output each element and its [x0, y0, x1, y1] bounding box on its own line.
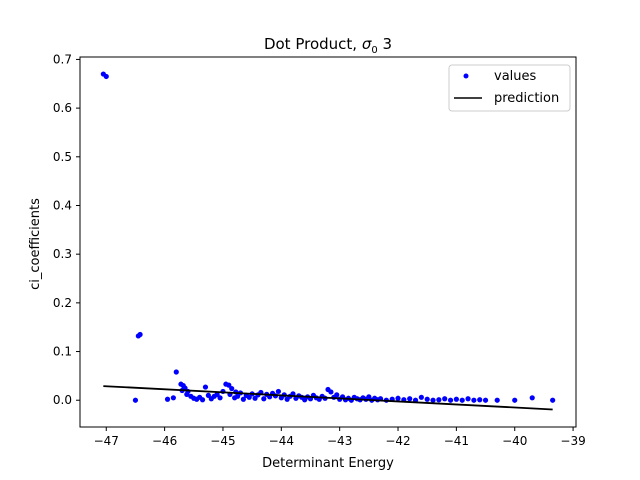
values-point — [494, 397, 500, 403]
chart-title-prefix: Dot Product, — [264, 35, 362, 53]
legend-values-label: values — [494, 69, 537, 84]
values-point — [202, 384, 209, 390]
x-tick-label: −47 — [94, 434, 119, 448]
values-point — [395, 395, 401, 401]
values-point — [465, 396, 471, 402]
values-point — [482, 397, 489, 403]
values-point — [459, 397, 465, 403]
y-axis-label: ci_coefficients — [28, 198, 43, 290]
y-tick-label: 0.6 — [53, 101, 72, 115]
values-point — [471, 397, 477, 403]
prediction-series — [103, 385, 553, 411]
values-point — [550, 397, 556, 403]
values-point — [164, 396, 171, 402]
x-axis-ticks: −47 −46 −45 −44 −43 −42 −41 −40 −39 — [94, 427, 586, 448]
values-point — [246, 394, 252, 400]
values-point — [226, 382, 232, 388]
plot-area — [100, 71, 556, 411]
values-point — [275, 388, 281, 395]
values-point — [217, 395, 223, 401]
values-point — [252, 395, 258, 401]
values-point — [182, 385, 188, 391]
values-point — [229, 385, 235, 392]
legend-values-marker — [463, 73, 469, 79]
values-point — [334, 392, 340, 398]
values-point — [529, 395, 535, 401]
y-tick-label: 0.1 — [53, 345, 72, 359]
legend-box — [448, 64, 571, 112]
legend: values prediction — [448, 64, 571, 112]
values-point — [447, 397, 454, 403]
chart-title-subscript: 0 — [371, 45, 377, 56]
x-tick-label: −39 — [560, 434, 585, 448]
prediction-line — [103, 385, 553, 411]
legend-prediction-label: prediction — [494, 91, 559, 106]
x-tick-label: −46 — [152, 434, 177, 448]
values-point — [453, 396, 459, 402]
y-tick-label: 0.3 — [53, 247, 72, 261]
x-tick-label: −40 — [502, 434, 527, 448]
x-tick-label: −44 — [269, 434, 294, 448]
values-point — [173, 369, 179, 375]
values-point — [512, 397, 518, 403]
axes-frame — [79, 56, 577, 428]
x-tick-label: −41 — [444, 434, 469, 448]
chart-title-suffix: 3 — [378, 35, 392, 53]
values-point — [366, 394, 372, 400]
chart-title-sigma: σ — [362, 35, 372, 53]
values-point — [442, 396, 448, 402]
x-axis-label: Determinant Energy — [262, 456, 394, 471]
y-tick-label: 0.5 — [53, 150, 72, 164]
x-tick-label: −43 — [327, 434, 352, 448]
chart-title: Dot Product, σ0 3 — [264, 35, 392, 56]
y-tick-label: 0.2 — [53, 296, 72, 310]
values-point — [328, 389, 334, 395]
values-point — [170, 395, 176, 401]
y-tick-label: 0.4 — [53, 198, 72, 212]
y-tick-label: 0.0 — [53, 393, 72, 407]
values-point — [477, 397, 483, 403]
values-point — [234, 393, 241, 399]
values-point — [199, 397, 206, 403]
values-point — [418, 394, 424, 400]
values-point — [214, 391, 220, 397]
values-point — [430, 397, 436, 403]
values-point — [137, 331, 143, 338]
values-point — [205, 392, 211, 398]
values-point — [240, 396, 246, 402]
values-point — [407, 396, 413, 402]
values-point — [424, 396, 430, 402]
values-point — [436, 397, 442, 403]
y-axis-ticks: 0.0 0.1 0.2 0.3 0.4 0.5 0.6 0.7 — [53, 52, 80, 407]
x-tick-label: −45 — [210, 434, 235, 448]
values-point — [261, 396, 267, 402]
values-point — [132, 397, 139, 403]
values-point — [103, 73, 109, 80]
x-tick-label: −42 — [385, 434, 410, 448]
y-tick-label: 0.7 — [53, 52, 72, 66]
